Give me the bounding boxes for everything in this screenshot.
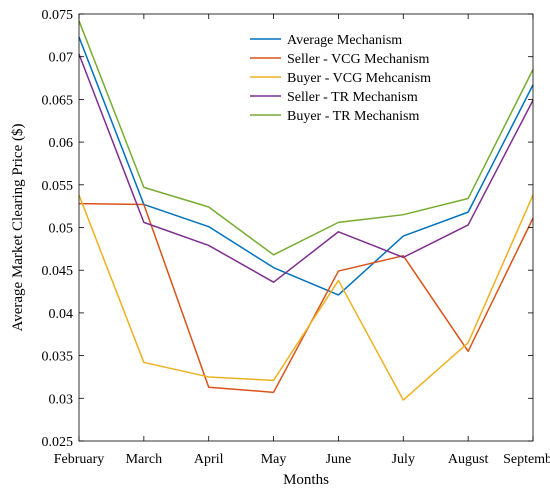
y-axis-title: Average Market Clearing Price ($) <box>10 124 26 332</box>
y-tick-label: 0.025 <box>42 435 74 450</box>
series-line-1 <box>78 36 534 296</box>
series-line-5 <box>78 20 534 256</box>
x-tick-label: July <box>392 452 415 467</box>
legend-label-3: Buyer - VCG Mehcanism <box>287 71 431 86</box>
y-tick-label: 0.045 <box>42 264 74 279</box>
axes: 0.025 0.03 0.035 0.04 0.045 0.05 0.055 0.06 0.06… <box>42 8 550 467</box>
y-tick-label: 0.035 <box>42 350 74 365</box>
series-line-4 <box>78 53 534 283</box>
y-tick-label: 0.04 <box>49 307 74 322</box>
y-tick-label: 0.055 <box>42 179 74 194</box>
x-tick-label: May <box>261 452 287 467</box>
x-tick-label: September <box>503 452 550 467</box>
legend-label-2: Seller - VCG Mechanism <box>287 52 430 67</box>
legend: Average Mechanism Seller - VCG Mechanism B… <box>250 33 431 124</box>
x-tick-label: February <box>54 452 105 467</box>
y-tick-label: 0.05 <box>49 222 74 237</box>
y-tick-label: 0.075 <box>42 8 74 23</box>
x-tick-label: August <box>448 452 489 467</box>
y-tick-label: 0.065 <box>42 93 74 108</box>
legend-label-5: Buyer - TR Mechanism <box>287 109 419 124</box>
legend-label-4: Seller - TR Mechanism <box>287 90 418 105</box>
x-tick-label: March <box>126 452 163 467</box>
y-tick-label: 0.03 <box>49 392 74 407</box>
x-tick-label: June <box>326 452 352 467</box>
plot-area <box>78 20 534 401</box>
y-tick-label: 0.07 <box>49 51 74 66</box>
y-tick-label: 0.06 <box>49 136 74 151</box>
series-line-3 <box>78 194 534 401</box>
x-tick-label: April <box>194 452 224 467</box>
legend-label-1: Average Mechanism <box>287 33 402 48</box>
x-axis-title: Months <box>283 472 329 488</box>
